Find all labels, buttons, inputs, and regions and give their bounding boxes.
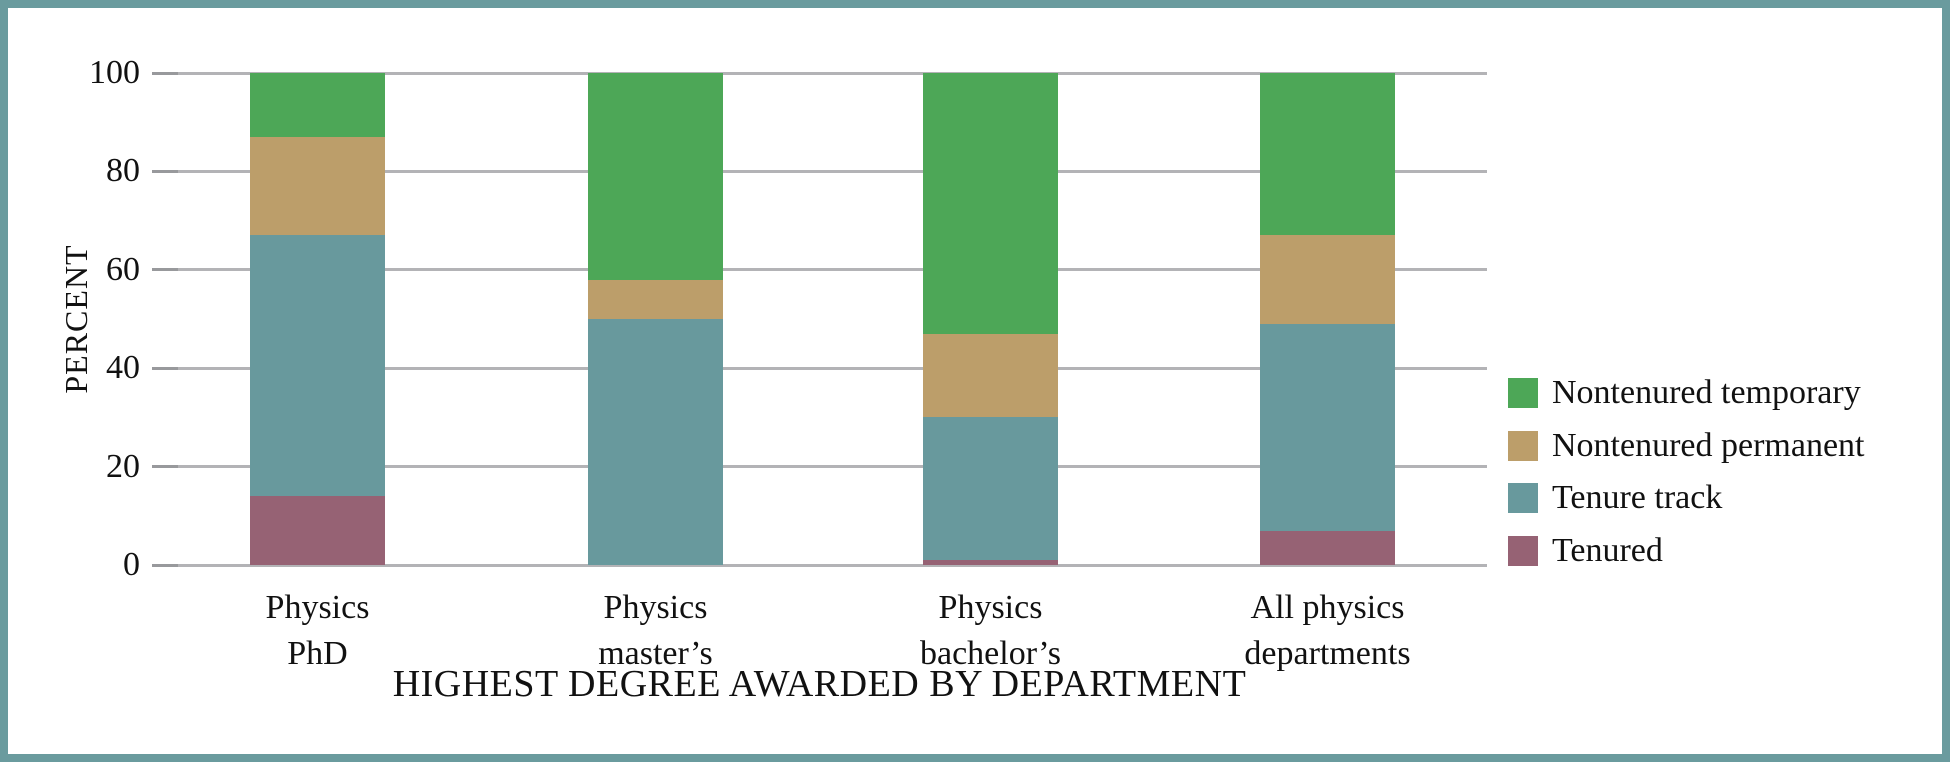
bar-segment-physics-bachelor-s-nontenured-temporary — [923, 73, 1058, 334]
legend-label-nontenured-temporary: Nontenured temporary — [1552, 374, 1861, 411]
gridline-40 — [152, 366, 1487, 370]
bar-segment-physics-master-s-tenure-track — [588, 319, 723, 565]
x-category-label-line: departments — [1244, 635, 1411, 672]
bar-segment-all-physics-departments-tenured — [1260, 530, 1395, 565]
legend-item-tenure-track: Tenure track — [1508, 478, 1722, 518]
x-category-label-line: All physics — [1250, 589, 1405, 626]
legend-label-nontenured-permanent: Nontenured permanent — [1552, 426, 1865, 464]
y-tick-label-0: 0 — [123, 546, 140, 583]
x-category-label-physics-master-s: Physics master’s — [486, 585, 826, 677]
y-tick-mark-60 — [152, 268, 178, 272]
legend-item-nontenured-permanent: Nontenured permanent — [1508, 426, 1865, 466]
bar-segment-physics-phd-nontenured-permanent — [250, 136, 385, 236]
bar-segment-physics-bachelor-s-nontenured-permanent — [923, 333, 1058, 418]
bar-segment-physics-master-s-nontenured-temporary — [588, 73, 723, 280]
y-tick-label-20: 20 — [106, 447, 140, 485]
x-category-label-physics-phd: Physics PhD — [148, 585, 488, 677]
bar-segment-all-physics-departments-nontenured-permanent — [1260, 235, 1395, 324]
y-tick-mark-80 — [152, 169, 178, 173]
bar-segment-physics-bachelor-s-tenure-track — [923, 417, 1058, 561]
y-tick-label-100: 100 — [89, 54, 140, 91]
bar-segment-physics-master-s-nontenured-permanent — [588, 279, 723, 319]
legend-item-nontenured-temporary: Nontenured temporary — [1508, 373, 1861, 413]
x-category-label-line: Physics — [603, 589, 708, 626]
legend-item-tenured: Tenured — [1508, 531, 1663, 571]
y-tick-label-80: 80 — [106, 152, 140, 190]
x-category-label-line: master’s — [598, 635, 713, 672]
legend-label-tenured: Tenured — [1552, 531, 1663, 569]
gridline-0 — [152, 563, 1487, 567]
legend-swatch-tenure-track — [1508, 483, 1538, 513]
bar-segment-physics-bachelor-s-tenured — [923, 560, 1058, 565]
gridline-100 — [152, 71, 1487, 75]
y-tick-label-60: 60 — [106, 250, 140, 288]
legend-swatch-nontenured-temporary — [1508, 378, 1538, 408]
gridline-60 — [152, 268, 1487, 272]
bar-segment-physics-phd-tenure-track — [250, 235, 385, 497]
gridline-80 — [152, 169, 1487, 173]
y-axis-title: PERCENT — [58, 244, 94, 394]
bar-segment-physics-phd-tenured — [250, 496, 385, 565]
x-category-label-line: Physics — [265, 589, 370, 626]
x-category-label-all-physics-departments: All physics departments — [1158, 585, 1498, 677]
bar-segment-physics-phd-nontenured-temporary — [250, 73, 385, 137]
legend-swatch-tenured — [1508, 535, 1538, 566]
legend-swatch-nontenured-permanent — [1508, 430, 1538, 461]
y-tick-mark-100 — [152, 71, 178, 75]
x-category-label-line: PhD — [287, 635, 348, 672]
bar-segment-all-physics-departments-tenure-track — [1260, 323, 1395, 531]
x-category-label-line: bachelor’s — [920, 635, 1061, 672]
bar-segment-all-physics-departments-nontenured-temporary — [1260, 73, 1395, 236]
x-category-label-line: Physics — [938, 589, 1043, 626]
y-tick-mark-20 — [152, 465, 178, 469]
y-tick-mark-0 — [152, 563, 178, 567]
x-axis-title: HIGHEST DEGREE AWARDED BY DEPARTMENT — [392, 663, 1247, 705]
y-tick-label-40: 40 — [106, 349, 140, 387]
x-category-label-physics-bachelor-s: Physics bachelor’s — [821, 585, 1161, 677]
gridline-20 — [152, 465, 1487, 469]
legend-label-tenure-track: Tenure track — [1552, 479, 1723, 516]
y-tick-mark-40 — [152, 366, 178, 370]
